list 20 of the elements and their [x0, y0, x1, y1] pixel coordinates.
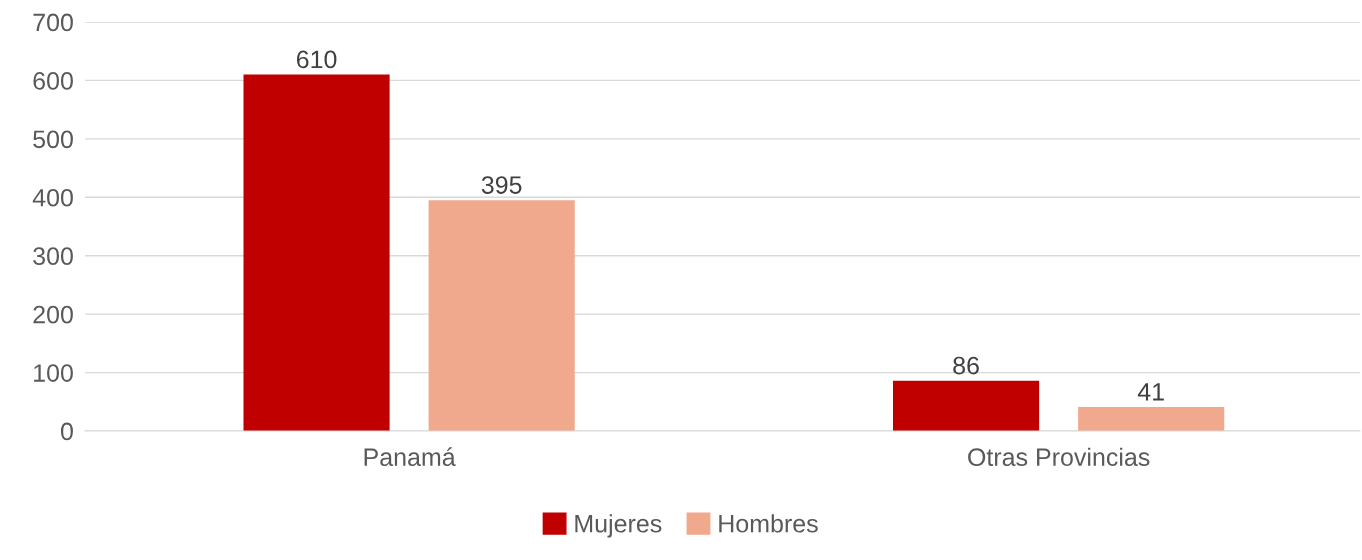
y-tick-label: 400: [32, 188, 73, 207]
data-label: 86: [953, 356, 979, 375]
bar: [243, 74, 390, 431]
bar: [1078, 407, 1225, 431]
data-label: 395: [481, 176, 522, 194]
y-tick-label: 200: [33, 305, 73, 324]
bar: [428, 200, 575, 431]
x-tick-label: Otras Provincias: [968, 447, 1150, 467]
y-tick-label: 700: [33, 13, 73, 32]
y-tick-label: 0: [60, 422, 73, 441]
bar: [893, 380, 1040, 431]
y-tick-label: 100: [34, 364, 73, 382]
x-tick-label: Panamá: [364, 447, 456, 467]
data-label: 41: [1137, 383, 1164, 401]
legend-label: Mujeres: [575, 514, 662, 538]
data-label: 610: [296, 50, 337, 69]
y-tick-label: 600: [33, 72, 73, 90]
y-tick-label: 300: [33, 247, 73, 266]
y-tick-label: 500: [33, 130, 73, 149]
legend-label: Hombres: [719, 514, 818, 533]
